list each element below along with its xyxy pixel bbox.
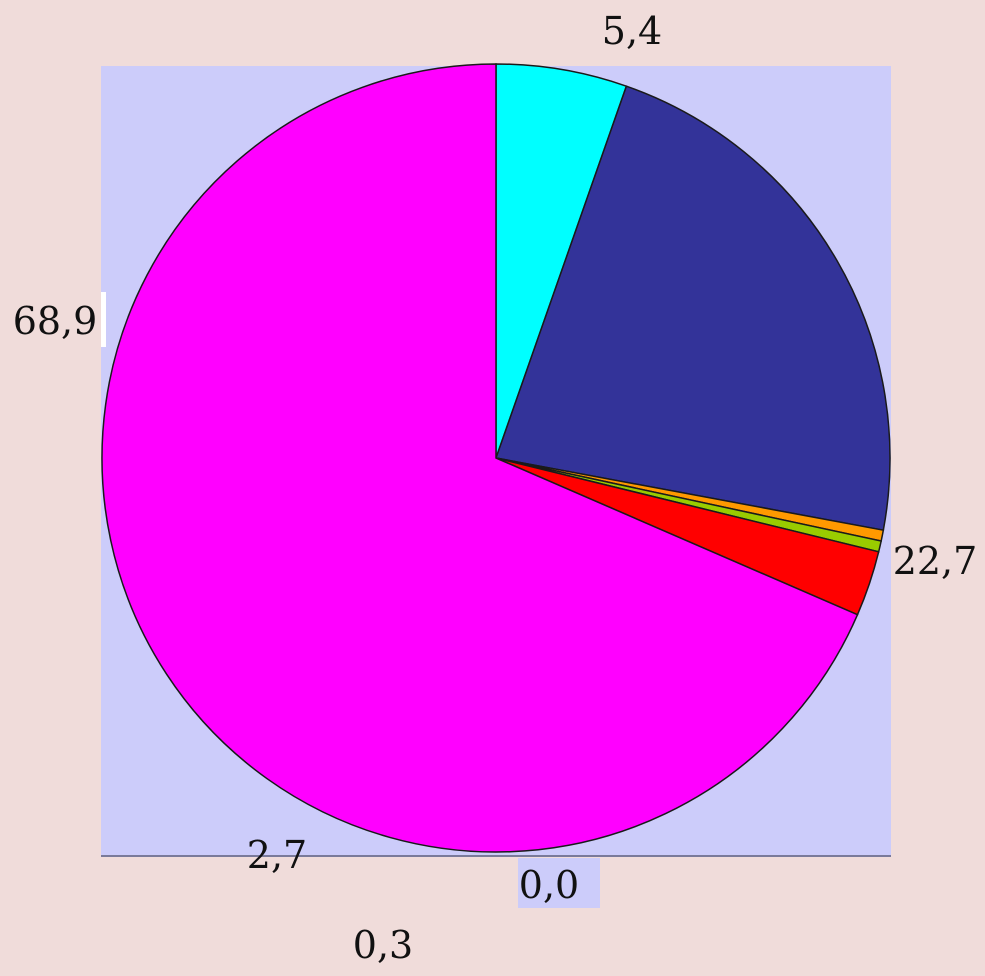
data-label-0-3: 0,3 [353, 923, 413, 967]
data-label-68-9: 68,9 [13, 299, 98, 343]
pie-slice-22-7 [495, 85, 891, 532]
pie-slices [101, 63, 891, 853]
pie-data-labels: 5,4 22,7 0,0 0,3 2,7 68,9 [13, 9, 978, 967]
data-label-2-7: 2,7 [247, 833, 307, 877]
label-highlight-box [518, 858, 600, 908]
pie-slice-5-4 [495, 63, 628, 459]
data-label-0-0: 0,0 [519, 863, 579, 907]
data-label-22-7: 22,7 [893, 539, 978, 583]
pie-slice-68-9 [101, 63, 859, 853]
data-label-5-4: 5,4 [602, 9, 662, 53]
label-marker [101, 292, 106, 347]
